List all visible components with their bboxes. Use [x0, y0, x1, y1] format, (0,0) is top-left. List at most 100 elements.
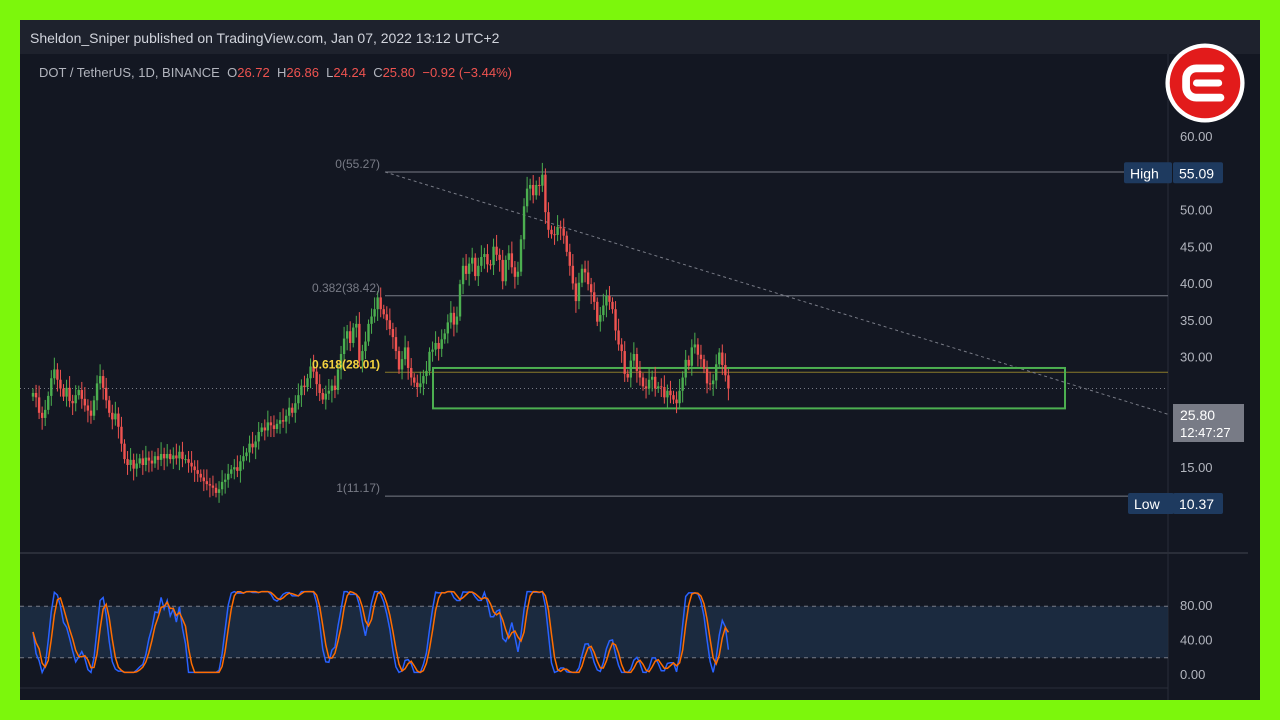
- candle-body: [248, 443, 251, 453]
- low-value: 10.37: [1179, 496, 1214, 512]
- candle-body: [480, 256, 483, 266]
- candle-body: [483, 254, 486, 257]
- candle-body: [623, 351, 626, 374]
- low-label: Low: [1134, 496, 1161, 512]
- candle-body: [214, 487, 218, 493]
- candle-body: [373, 309, 376, 317]
- candle-body: [461, 265, 465, 285]
- candle-body: [562, 228, 565, 236]
- candle-body: [251, 443, 254, 448]
- candle-body: [156, 456, 160, 460]
- candle-body: [95, 383, 99, 401]
- candle-body: [266, 422, 270, 431]
- candle-body: [184, 459, 187, 461]
- candle-body: [663, 387, 666, 398]
- candle-body: [474, 257, 477, 277]
- candle-body: [711, 380, 715, 385]
- candle-body: [596, 301, 599, 322]
- candle-body: [275, 423, 279, 429]
- candle-body: [144, 457, 148, 465]
- candle-body: [324, 393, 327, 400]
- candle-body: [724, 365, 727, 376]
- trendline: [384, 171, 1169, 415]
- candle-body: [727, 375, 730, 389]
- candle-body: [617, 330, 620, 345]
- candle-body: [345, 331, 349, 339]
- candle-body: [464, 265, 468, 274]
- candle-body: [660, 386, 663, 388]
- candle-body: [602, 305, 605, 316]
- candle-body: [657, 386, 660, 389]
- price-tick-label: 50.00: [1180, 203, 1213, 218]
- candle-body: [413, 377, 416, 383]
- candle-body: [708, 383, 712, 385]
- candle-body: [129, 459, 132, 465]
- candle-body: [236, 467, 239, 471]
- candle-body: [702, 359, 706, 369]
- candle-body: [647, 379, 651, 389]
- symbol-name: DOT / TetherUS, 1D, BINANCE: [39, 65, 220, 80]
- support-zone: [432, 366, 1066, 410]
- candle-body: [126, 459, 129, 465]
- price-tick-label: 30.00: [1180, 350, 1213, 365]
- candle-body: [269, 422, 273, 426]
- stoch-band-fill: [20, 606, 1168, 658]
- candle-body: [230, 469, 233, 474]
- candle-body: [650, 376, 654, 380]
- candle-body: [34, 392, 38, 398]
- candle-body: [419, 383, 422, 388]
- candle-body: [31, 392, 35, 397]
- candle-body: [489, 264, 492, 266]
- candle-body: [522, 206, 526, 240]
- candle-body: [513, 267, 517, 277]
- candle-body: [114, 413, 117, 420]
- candle-body: [589, 284, 593, 293]
- high-label-bg: [1124, 162, 1172, 184]
- candle-body: [98, 376, 102, 384]
- candle-body: [553, 234, 556, 236]
- candle-body: [358, 323, 361, 361]
- candle-body: [608, 295, 611, 302]
- fib-level-label: 0.382(38.42): [312, 281, 380, 295]
- candle-body: [349, 331, 352, 343]
- candle-body: [425, 370, 428, 377]
- candle-body: [669, 390, 672, 396]
- candle-body: [535, 184, 538, 196]
- countdown-value: 12:47:27: [1180, 425, 1231, 440]
- candle-body: [297, 395, 300, 404]
- candle-body: [422, 376, 425, 384]
- coin-logo-icon: [1165, 43, 1245, 123]
- candle-body: [693, 344, 697, 348]
- fib-level-label: 0(55.27): [335, 157, 380, 171]
- candle-body: [339, 354, 343, 370]
- high-value: 26.86: [286, 65, 319, 80]
- chart-frame: Sheldon_Sniper published on TradingView.…: [20, 20, 1260, 700]
- candle-body: [74, 395, 77, 404]
- price-tick-label: 45.00: [1180, 239, 1213, 254]
- candle-body: [528, 184, 532, 189]
- candle-body: [342, 338, 346, 355]
- attribution-header: Sheldon_Sniper published on TradingView.…: [20, 20, 1260, 54]
- candle-body: [291, 407, 294, 413]
- candle-body: [644, 386, 648, 389]
- stoch-tick-label: 40.00: [1180, 633, 1213, 648]
- candle-body: [437, 342, 440, 349]
- candle-body: [449, 312, 453, 323]
- candle-body: [181, 451, 184, 460]
- candle-body: [352, 327, 355, 343]
- candle-body: [239, 461, 242, 471]
- candle-body: [196, 470, 199, 474]
- candle-body: [272, 425, 276, 429]
- candle-body: [705, 368, 709, 384]
- low-value: 24.24: [333, 65, 366, 80]
- candle-body: [327, 390, 331, 394]
- candle-body: [721, 352, 724, 366]
- candle-body: [681, 377, 684, 391]
- candle-body: [586, 272, 590, 285]
- candle-body: [278, 420, 282, 424]
- candle-body: [443, 333, 446, 340]
- candle-body: [190, 462, 193, 467]
- fib-level-label: 1(11.17): [336, 481, 380, 495]
- candle-body: [169, 453, 172, 460]
